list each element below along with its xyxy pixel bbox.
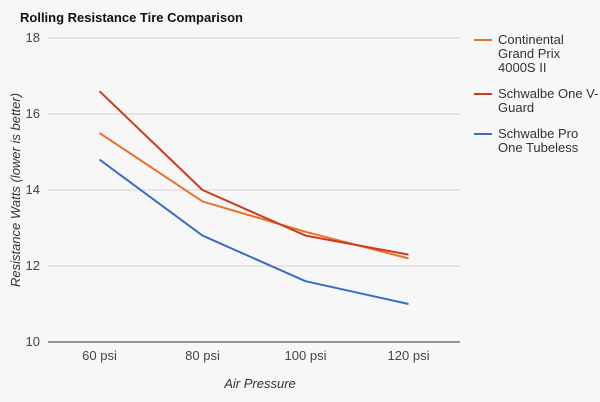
x-axis-ticks: 60 psi 80 psi 100 psi 120 psi — [82, 348, 429, 363]
x-axis-title: Air Pressure — [223, 376, 296, 391]
legend-label: Schwalbe One V-Guard — [498, 86, 598, 115]
y-tick-label: 16 — [26, 106, 40, 121]
legend-label: Continental Grand Prix 4000S II — [498, 32, 564, 75]
y-axis-title: Resistance Watts (lower is better) — [8, 93, 23, 287]
x-tick-label: 80 psi — [185, 348, 220, 363]
y-tick-label: 12 — [26, 258, 40, 273]
legend-label: Schwalbe Pro One Tubeless — [498, 126, 579, 155]
legend-item-1: Continental Grand Prix 4000S II — [474, 32, 564, 75]
y-tick-label: 10 — [26, 334, 40, 349]
y-tick-label: 14 — [26, 182, 40, 197]
y-axis-ticks: 10 12 14 16 18 — [26, 30, 40, 349]
series-line-2 — [98, 90, 409, 256]
legend-item-2: Schwalbe One V-Guard — [474, 86, 598, 115]
x-tick-label: 60 psi — [82, 348, 117, 363]
y-tick-label: 18 — [26, 30, 40, 45]
series-lines — [98, 90, 409, 305]
series-line-3 — [98, 158, 409, 305]
chart-title: Rolling Resistance Tire Comparison — [20, 10, 243, 25]
gridlines — [48, 37, 460, 343]
x-tick-label: 120 psi — [388, 348, 430, 363]
x-tick-label: 100 psi — [285, 348, 327, 363]
legend-item-3: Schwalbe Pro One Tubeless — [474, 126, 579, 155]
legend: Continental Grand Prix 4000S II Schwalbe On… — [474, 32, 598, 155]
